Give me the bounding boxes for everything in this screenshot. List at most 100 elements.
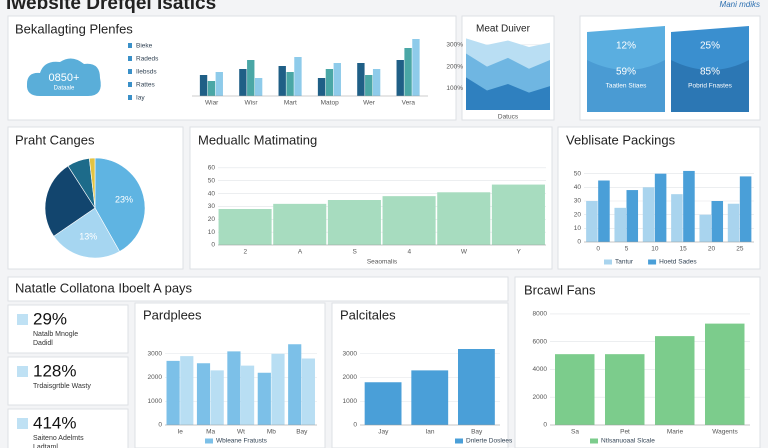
tile-value: 25% — [700, 41, 720, 52]
x-tick-label: Pet — [620, 429, 630, 436]
bar — [325, 69, 334, 96]
bar — [711, 201, 724, 242]
x-tick-label: Wisr — [245, 100, 259, 107]
legend-label: Wbleane Fratusts — [216, 438, 268, 445]
legend-swatch — [128, 69, 132, 74]
bar — [437, 192, 491, 245]
kpi-icon — [17, 366, 28, 377]
kpi-card — [7, 304, 129, 354]
legend-swatch — [128, 82, 132, 87]
legend-swatch — [604, 259, 612, 265]
panel — [189, 126, 553, 270]
bar — [294, 57, 302, 96]
panel-title: Pardplees — [143, 307, 202, 322]
legend-label: Ilebsds — [136, 69, 157, 76]
cloud-label: Dataale — [54, 86, 75, 92]
kpi-value: 414% — [33, 413, 76, 432]
y-tick-label: 40 — [574, 184, 582, 191]
bar — [286, 72, 294, 96]
y-tick-label: 6000 — [533, 338, 548, 345]
bar — [605, 354, 645, 425]
y-tick-label: 3000 — [148, 350, 163, 357]
x-axis-label: Seaomalis — [367, 259, 398, 266]
header-link[interactable]: Mani mdiks — [720, 0, 760, 9]
x-tick-label: S — [352, 249, 357, 256]
kpi-label: Natalb Mnogle — [33, 331, 78, 338]
bar — [382, 196, 436, 245]
page-title: Iwebsite Drefqel Isatics — [6, 0, 216, 14]
bar — [626, 190, 639, 242]
x-tick-label: A — [298, 249, 303, 256]
bar — [199, 75, 208, 96]
x-tick-label: 4 — [408, 249, 412, 256]
bar — [739, 176, 752, 242]
bar — [227, 351, 241, 425]
x-tick-label: 2 — [244, 249, 248, 256]
bar — [705, 323, 745, 425]
bar — [166, 360, 180, 425]
section-title: Natatle Collatona Iboelt A pays — [15, 280, 193, 295]
y-tick-label: 100% — [446, 85, 463, 92]
y-tick-label: 2000 — [343, 374, 358, 381]
panel-title: Veblisate Packings — [566, 132, 676, 147]
bar — [411, 370, 449, 425]
bar — [288, 344, 302, 425]
y-tick-label: 40 — [208, 190, 216, 197]
x-tick-label: 15 — [680, 246, 688, 253]
y-tick-label: 1000 — [148, 398, 163, 405]
y-tick-label: 300% — [446, 42, 463, 49]
legend-swatch — [648, 259, 657, 265]
bar — [271, 353, 285, 425]
y-tick-label: 20 — [574, 211, 582, 218]
legend-label: Tantur — [615, 259, 634, 266]
bar — [586, 201, 598, 242]
bar — [555, 354, 595, 425]
legend-swatch — [128, 56, 132, 61]
legend-label: Ntlsanuoaal Slcale — [601, 438, 655, 445]
bar — [727, 203, 740, 242]
y-tick-label: 200% — [446, 63, 463, 70]
data-label: 13% — [79, 232, 97, 242]
kpi-value: 29% — [33, 309, 67, 328]
x-tick-label: Marie — [667, 429, 684, 436]
legend-swatch — [128, 43, 132, 48]
bar — [210, 370, 224, 425]
panel — [7, 276, 509, 302]
kpi-value: 128% — [33, 361, 76, 380]
bar — [683, 170, 695, 242]
y-tick-label: 10 — [208, 229, 216, 236]
panel-title: Palcitales — [340, 307, 396, 322]
legend-label: Iay — [136, 95, 145, 102]
bar — [301, 358, 315, 425]
bar — [372, 69, 381, 96]
bar — [327, 200, 381, 245]
y-tick-label: 3000 — [343, 350, 358, 357]
x-tick-label: Vera — [402, 100, 416, 107]
legend-label: Dnlerte Doslees — [466, 438, 513, 445]
bar — [598, 180, 610, 242]
bar — [396, 60, 404, 96]
kpi-card — [7, 356, 129, 406]
x-tick-label: 10 — [651, 246, 659, 253]
x-tick-label: 20 — [708, 246, 716, 253]
tile-value: 12% — [616, 41, 636, 52]
bar — [412, 39, 420, 96]
panel-title: Meduallc Matimating — [198, 132, 317, 147]
x-tick-label: Jay — [378, 429, 389, 436]
bar — [218, 209, 272, 245]
x-tick-label: 5 — [625, 246, 629, 253]
bar — [655, 336, 695, 425]
tile-shade — [671, 60, 749, 112]
x-tick-label: Mb — [267, 429, 276, 436]
bar — [273, 203, 327, 245]
y-tick-label: 2000 — [533, 394, 548, 401]
x-tick-label: Bay — [471, 429, 483, 436]
bar — [671, 194, 683, 242]
x-tick-label: Ian — [425, 429, 434, 436]
bar — [180, 356, 194, 425]
bar — [333, 63, 341, 96]
bar — [654, 173, 667, 242]
bar — [404, 48, 412, 96]
panel-title: Bekallagting Plenfes — [15, 21, 133, 36]
